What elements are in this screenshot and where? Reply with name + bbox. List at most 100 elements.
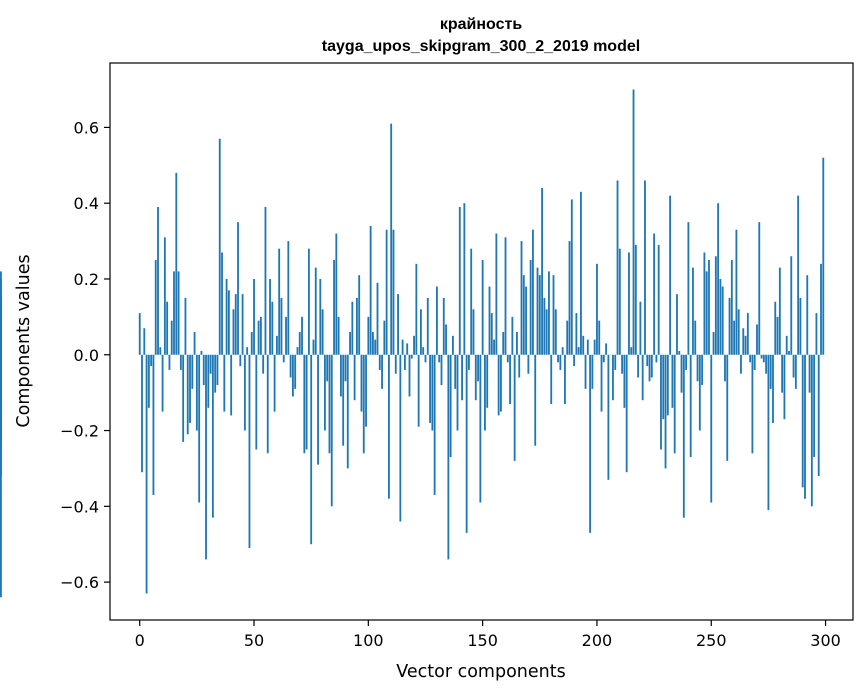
x-tick-label: 200 xyxy=(582,631,613,650)
bar xyxy=(163,237,166,355)
bar xyxy=(461,354,463,401)
bar xyxy=(452,335,454,355)
bar xyxy=(614,354,617,370)
bar xyxy=(788,350,790,355)
bar xyxy=(465,354,468,533)
bar xyxy=(184,297,187,355)
y-axis-label: Components values xyxy=(14,254,34,427)
bar xyxy=(266,354,269,454)
bar xyxy=(458,206,461,355)
bar xyxy=(349,332,351,355)
bar xyxy=(593,339,596,355)
bar xyxy=(685,354,688,370)
bar xyxy=(632,89,635,355)
bar xyxy=(436,286,438,355)
x-axis-ticks: 0 50 100 150 200 250 300 xyxy=(135,620,841,650)
bar xyxy=(815,313,818,355)
bar xyxy=(680,354,683,393)
bar xyxy=(532,229,534,355)
bar xyxy=(328,354,331,454)
bar xyxy=(438,354,441,363)
x-tick-label: 100 xyxy=(353,631,384,650)
bar xyxy=(758,222,761,355)
bar xyxy=(241,294,244,355)
bar xyxy=(580,191,582,355)
bar xyxy=(417,354,420,427)
bar xyxy=(152,354,155,495)
bar xyxy=(278,248,281,355)
bar xyxy=(207,354,210,408)
bar xyxy=(378,354,381,370)
bar xyxy=(157,206,159,355)
bar xyxy=(440,354,443,386)
bar xyxy=(269,278,271,355)
bar xyxy=(708,260,710,355)
bar xyxy=(797,195,800,355)
bar xyxy=(227,290,230,355)
y-tick-label: −0.4 xyxy=(60,497,99,516)
bar xyxy=(664,354,667,469)
bar xyxy=(751,354,754,454)
bar xyxy=(424,354,427,363)
bar xyxy=(182,354,185,442)
bar xyxy=(726,354,729,461)
bar xyxy=(678,350,681,355)
bar xyxy=(575,313,578,355)
bar xyxy=(353,354,356,401)
bar xyxy=(175,172,178,355)
bar xyxy=(191,354,194,389)
bar xyxy=(0,328,2,355)
bar xyxy=(660,354,662,450)
bar xyxy=(339,354,342,397)
bar xyxy=(388,354,390,499)
bar xyxy=(646,354,649,367)
bar xyxy=(602,354,605,363)
bar xyxy=(198,354,201,503)
bar xyxy=(431,354,434,431)
bar xyxy=(342,354,345,446)
bar xyxy=(367,316,370,355)
bar xyxy=(305,354,308,450)
bar xyxy=(589,354,592,533)
bar xyxy=(756,324,758,355)
bar xyxy=(618,248,621,355)
bar xyxy=(737,309,740,355)
bar xyxy=(529,260,532,355)
bar xyxy=(237,222,239,355)
axes-frame xyxy=(109,62,854,621)
bar xyxy=(628,252,630,355)
bar xyxy=(500,354,502,412)
bar xyxy=(522,275,525,355)
bar xyxy=(655,354,658,363)
bar xyxy=(291,354,294,397)
bar xyxy=(351,301,354,355)
bar xyxy=(323,354,326,431)
bar xyxy=(767,354,770,511)
bar-series xyxy=(0,89,825,598)
bar xyxy=(785,335,788,355)
bar xyxy=(495,233,498,355)
bar xyxy=(420,309,422,355)
x-tick-label: 0 xyxy=(135,631,145,650)
bar xyxy=(186,354,189,435)
bar xyxy=(310,354,313,545)
bar xyxy=(468,354,470,370)
bar xyxy=(330,354,333,507)
bar xyxy=(200,350,203,355)
bar xyxy=(733,320,736,355)
bar xyxy=(648,354,651,382)
bar xyxy=(262,354,265,374)
bar xyxy=(154,260,157,355)
bar xyxy=(223,354,226,412)
bar xyxy=(605,343,608,355)
bar xyxy=(561,347,564,355)
bar xyxy=(486,354,489,408)
bar xyxy=(518,354,521,378)
bar xyxy=(769,354,772,389)
bar xyxy=(772,354,774,423)
bar xyxy=(326,354,329,382)
bar xyxy=(740,354,742,374)
bar xyxy=(696,354,699,382)
bar xyxy=(406,343,409,355)
